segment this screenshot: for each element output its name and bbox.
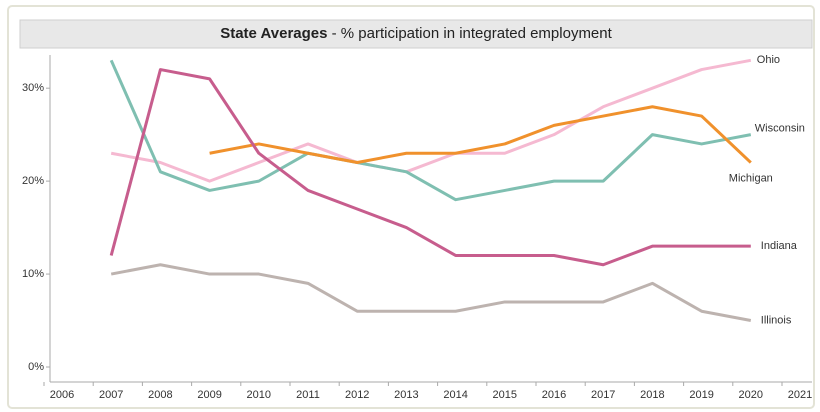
series-label: Wisconsin [755,123,805,135]
series-line [209,105,752,165]
x-tick-label: 2016 [542,389,566,401]
y-tick-label: 30% [22,82,44,94]
title-bar [19,19,813,49]
frame [7,5,815,409]
x-tick-label: 2013 [394,389,418,401]
chart-title: State Averages [220,25,327,42]
x-tick-label: 2009 [197,389,221,401]
x-tick-label: 2021 [788,389,812,401]
series-line [109,59,752,202]
x-tick-label: 2011 [296,389,320,401]
y-tick-label: 20% [22,175,44,187]
series-line [110,263,752,323]
series-line [110,58,752,183]
series-label: Ohio [757,54,780,66]
x-tick-label: 2006 [50,389,74,401]
x-tick-label: 2007 [99,389,123,401]
x-tick-label: 2020 [739,389,763,401]
y-tick-label: 10% [22,268,44,280]
x-tick-label: 2018 [640,389,664,401]
chart-subtitle: - % participation in integrated employme… [332,25,613,42]
title-group: State Averages - % participation in inte… [220,25,612,42]
series-label: Illinois [761,314,792,326]
series-line [109,68,751,267]
x-tick-label: 2014 [443,389,467,401]
x-tick-label: 2012 [345,389,369,401]
x-tick-label: 2015 [493,389,517,401]
series-label: Michigan [729,172,773,184]
x-tick-label: 2019 [689,389,713,401]
x-tick-label: 2008 [148,389,172,401]
x-tick-label: 2017 [591,389,615,401]
x-tick-label: 2010 [247,389,271,401]
series-label: Indiana [761,240,798,252]
y-tick-label: 0% [28,361,44,373]
